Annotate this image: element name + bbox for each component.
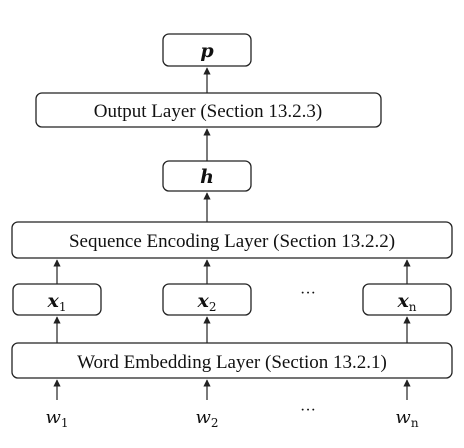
embedding-node-2: x2 (162, 283, 252, 316)
sequence-encoding-layer: Sequence Encoding Layer (Section 13.2.2) (11, 221, 453, 259)
output-layer: Output Layer (Section 13.2.3) (35, 92, 382, 128)
sequence-encoding-layer-label: Sequence Encoding Layer (Section 13.2.2) (69, 231, 395, 252)
svg-text:x1: x1 (47, 290, 67, 314)
hidden-symbol: h (200, 166, 214, 188)
embedding-node-1: x1 (12, 283, 102, 316)
word-embedding-layer-label: Word Embedding Layer (Section 13.2.1) (77, 352, 387, 373)
input-ellipsis: ··· (300, 402, 316, 419)
word-embedding-layer: Word Embedding Layer (Section 13.2.1) (11, 342, 453, 379)
output-symbol: p (200, 40, 214, 62)
embedding-node-n: xn (362, 283, 452, 316)
embedding-base-1: x (47, 290, 60, 312)
embedding-sub-2: 2 (209, 300, 217, 314)
embedding-base-n: x (396, 290, 409, 312)
embedding-base-2: x (197, 290, 210, 312)
svg-text:x2: x2 (197, 290, 217, 314)
output-layer-label: Output Layer (Section 13.2.3) (94, 101, 322, 122)
input-word-1: w1 (45, 407, 68, 430)
output-node: p (162, 33, 252, 67)
embedding-sub-1: 1 (59, 300, 67, 314)
connector-arrows (53, 67, 411, 400)
embedding-ellipsis: ··· (300, 285, 316, 302)
input-word-n: wn (395, 407, 418, 430)
svg-text:xn: xn (396, 290, 416, 314)
input-word-2: w2 (195, 407, 218, 430)
hidden-node: h (162, 160, 252, 192)
embedding-sub-n: n (409, 300, 417, 314)
